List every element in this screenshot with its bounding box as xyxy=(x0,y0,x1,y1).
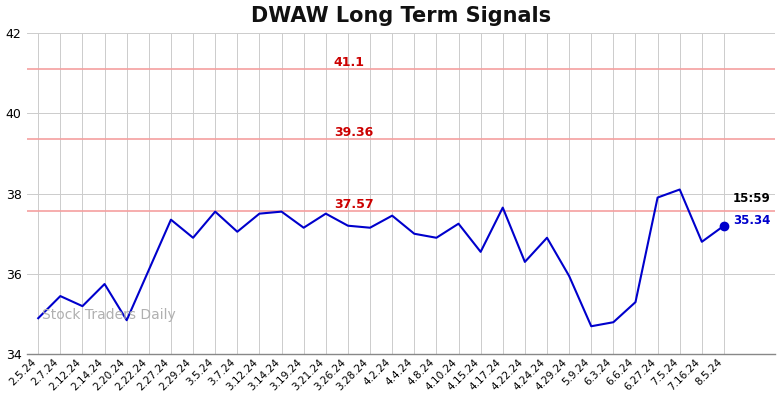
Text: 41.1: 41.1 xyxy=(334,56,365,69)
Title: DWAW Long Term Signals: DWAW Long Term Signals xyxy=(251,6,551,25)
Text: 37.57: 37.57 xyxy=(334,198,373,211)
Text: 15:59: 15:59 xyxy=(733,191,771,205)
Text: 39.36: 39.36 xyxy=(334,126,373,139)
Text: Stock Traders Daily: Stock Traders Daily xyxy=(42,308,176,322)
Text: 35.34: 35.34 xyxy=(733,214,770,227)
